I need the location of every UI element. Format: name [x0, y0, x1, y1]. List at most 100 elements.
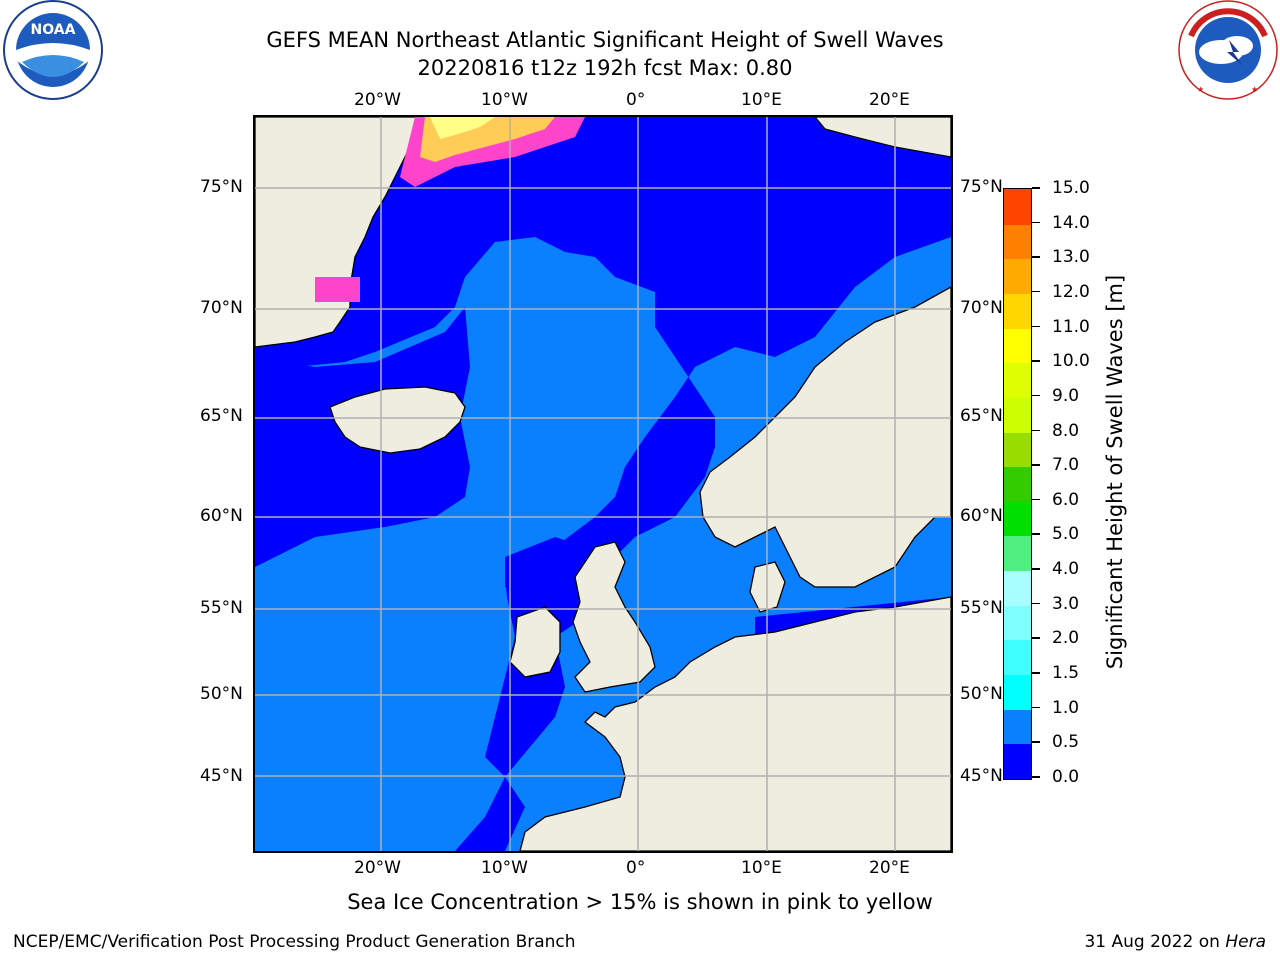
colorbar-tick-label: 8.0: [1052, 420, 1080, 441]
colorbar-segment: [1004, 189, 1031, 225]
colorbar-tick-label: 1.5: [1052, 663, 1080, 684]
colorbar-segment: [1004, 674, 1031, 710]
colorbar-tick-label: 0.5: [1052, 732, 1080, 753]
colorbar-tick-label: 4.0: [1052, 559, 1080, 580]
colorbar-segment: [1004, 605, 1031, 641]
lon-label-bottom-10e: 10°E: [741, 858, 782, 878]
colorbar-tick-mark: [1032, 394, 1040, 397]
lat-label-left-70n: 70°N: [200, 298, 243, 318]
colorbar-segment: [1004, 328, 1031, 364]
lat-label-left-50n: 50°N: [200, 684, 243, 704]
lat-label-left-45n: 45°N: [200, 766, 243, 786]
lon-label-top-20w: 20°W: [354, 90, 401, 110]
noaa-logo-icon: NOAA: [2, 0, 104, 102]
lat-label-left-75n: 75°N: [200, 177, 243, 197]
colorbar-ticks: 0.0 0.5 1.0 1.5 2.0 3.0 4.0 5.0 6.0 7.0 8.0 9.0 10.0…: [1032, 0, 1102, 960]
colorbar-tick-label: 9.0: [1052, 385, 1080, 406]
iceland: [329, 386, 466, 454]
continental-europe: [519, 596, 951, 851]
lon-label-bottom-20w: 20°W: [354, 858, 401, 878]
colorbar-tick-mark: [1032, 498, 1040, 501]
lon-label-bottom-20e: 20°E: [869, 858, 910, 878]
colorbar-tick-mark: [1032, 360, 1040, 362]
lon-label-top-10e: 10°E: [741, 90, 782, 110]
colorbar-tick-mark: [1032, 464, 1040, 466]
footer-credit: NCEP/EMC/Verification Post Processing Pr…: [13, 932, 576, 952]
nws-logo-icon: ★ ★: [1177, 0, 1279, 102]
lon-label-top-0: 0°: [626, 90, 646, 110]
lat-label-left-55n: 55°N: [200, 598, 243, 618]
colorbar-tick-label: 12.0: [1052, 281, 1090, 302]
map-plot: [255, 117, 951, 851]
svg-text:★: ★: [1251, 85, 1258, 94]
colorbar-tick-label: 15.0: [1052, 178, 1090, 198]
lat-label-left-60n: 60°N: [200, 506, 243, 526]
colorbar-segment: [1004, 293, 1031, 329]
colorbar-tick-label: 5.0: [1052, 524, 1080, 545]
great-britain: [572, 541, 656, 693]
noaa-logo-text: NOAA: [31, 22, 76, 38]
colorbar-tick-label: 11.0: [1052, 316, 1090, 337]
colorbar-tick-mark: [1032, 429, 1040, 432]
sea-ice: [315, 117, 585, 302]
colorbar-tick-mark: [1032, 741, 1040, 743]
lat-label-right-70n: 70°N: [960, 298, 1003, 318]
colorbar-segment: [1004, 639, 1031, 676]
colorbar-tick-mark: [1032, 706, 1040, 709]
colorbar-segment: [1004, 570, 1031, 606]
lat-label-right-75n: 75°N: [960, 177, 1003, 197]
colorbar-segment: [1004, 466, 1031, 502]
graticule: [255, 117, 951, 851]
svg-text:★: ★: [1197, 85, 1204, 94]
lat-label-left-65n: 65°N: [200, 406, 243, 426]
colorbar-tick-mark: [1032, 290, 1040, 293]
landmasses: [255, 117, 951, 851]
lat-label-right-60n: 60°N: [960, 506, 1003, 526]
colorbar-segment: [1004, 743, 1031, 779]
colorbar-tick-mark: [1032, 533, 1040, 535]
colorbar-tick-label: 10.0: [1052, 351, 1090, 372]
footer-date: 31 Aug 2022 on Hera: [1084, 932, 1266, 952]
colorbar-tick-label: 13.0: [1052, 247, 1090, 268]
colorbar-tick-mark: [1032, 256, 1040, 258]
ireland: [509, 606, 561, 678]
lon-label-top-20e: 20°E: [869, 90, 910, 110]
colorbar-tick-mark: [1032, 672, 1040, 674]
colorbar-tick-mark: [1032, 602, 1040, 605]
colorbar-tick-label: 3.0: [1052, 593, 1080, 614]
lon-label-bottom-10w: 10°W: [481, 858, 528, 878]
map-title: GEFS MEAN Northeast Atlantic Significant…: [266, 28, 944, 52]
lon-label-top-10w: 10°W: [481, 90, 528, 110]
colorbar-tick-label: 14.0: [1052, 212, 1090, 233]
footer-machine: Hera: [1225, 932, 1266, 952]
lat-label-right-55n: 55°N: [960, 598, 1003, 618]
colorbar-segment: [1004, 709, 1031, 745]
colorbar-segment: [1004, 501, 1031, 537]
colorbar-tick-label: 6.0: [1052, 489, 1080, 510]
footer-date-text: 31 Aug 2022 on: [1084, 932, 1220, 952]
lon-label-bottom-0: 0°: [626, 858, 646, 878]
colorbar-segment: [1004, 397, 1031, 433]
colorbar-tick-mark: [1032, 568, 1040, 570]
colorbar-label: Significant Height of Swell Waves [m]: [1103, 274, 1127, 670]
map-panel: [253, 115, 953, 853]
colorbar-tick-label: 1.0: [1052, 697, 1080, 718]
colorbar-segment: [1004, 258, 1031, 294]
colorbar-segment: [1004, 224, 1031, 260]
colorbar-tick-mark: [1032, 637, 1040, 639]
map-subtitle: 20220816 t12z 192h fcst Max: 0.80: [417, 56, 793, 80]
colorbar-tick-label: 2.0: [1052, 628, 1080, 649]
colorbar-tick-label: 0.0: [1052, 767, 1080, 787]
colorbar-tick-mark: [1032, 221, 1040, 224]
sea-ice-note: Sea Ice Concentration > 15% is shown in …: [347, 890, 933, 914]
lat-label-right-50n: 50°N: [960, 684, 1003, 704]
colorbar-segment: [1004, 535, 1031, 572]
colorbar-segment: [1004, 431, 1031, 468]
colorbar-tick-label: 7.0: [1052, 455, 1080, 476]
colorbar: [1003, 188, 1032, 780]
colorbar-tick-mark: [1032, 187, 1040, 189]
lat-label-right-65n: 65°N: [960, 406, 1003, 426]
colorbar-tick-mark: [1032, 776, 1040, 778]
colorbar-segment: [1004, 362, 1031, 398]
lat-label-right-45n: 45°N: [960, 766, 1003, 786]
